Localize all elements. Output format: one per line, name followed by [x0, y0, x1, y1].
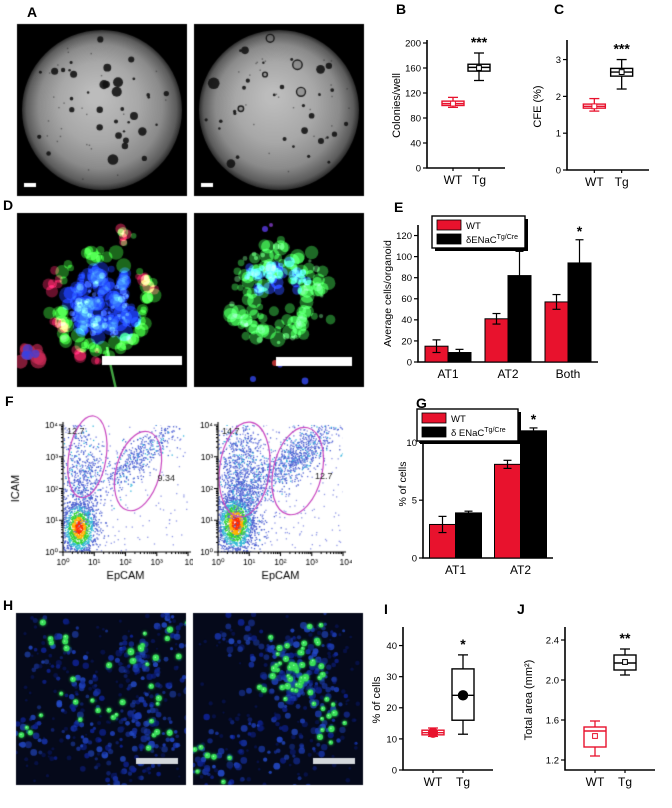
svg-text:Tg: Tg	[618, 775, 632, 789]
panel-i-percent-cells-box-plot: 0 10 20 30 40 % of cells WT Tg *	[372, 627, 493, 789]
svg-text:δENaCTg/Cre: δENaCTg/Cre	[466, 234, 518, 246]
svg-text:***: ***	[613, 41, 630, 57]
svg-text:Tg: Tg	[472, 173, 486, 187]
svg-text:AT1: AT1	[437, 367, 458, 381]
svg-text:120: 120	[396, 231, 412, 242]
svg-text:40: 40	[401, 315, 412, 326]
svg-text:160: 160	[405, 63, 421, 74]
panel-label-f: F	[5, 393, 14, 409]
svg-text:% of cells: % of cells	[372, 676, 383, 724]
svg-text:200: 200	[405, 38, 421, 49]
svg-text:Total area (mm²): Total area (mm²)	[523, 660, 535, 741]
panel-label-a: A	[27, 4, 38, 20]
svg-text:2: 2	[556, 92, 561, 103]
panel-label-e: E	[394, 199, 404, 215]
svg-text:0: 0	[407, 357, 412, 368]
svg-text:δ ENaCTg/Cre: δ ENaCTg/Cre	[451, 427, 506, 439]
svg-text:40: 40	[386, 641, 397, 652]
svg-text:40: 40	[410, 138, 421, 149]
panel-f-flow-cytometry-plot-tg	[190, 402, 352, 594]
svg-text:1: 1	[556, 129, 561, 140]
svg-text:80: 80	[410, 113, 421, 124]
svg-text:0: 0	[556, 165, 561, 176]
svg-text:5: 5	[412, 496, 417, 507]
panel-g-percent-cells-bar-chart: 0 5 10 % of cells AT1 AT2 * WT δ ENaCTg/Cre	[398, 408, 553, 577]
svg-text:10: 10	[406, 438, 417, 449]
panel-label-c: C	[554, 1, 565, 17]
panel-label-h: H	[3, 597, 14, 613]
svg-text:CFE (%): CFE (%)	[532, 85, 544, 127]
svg-text:30: 30	[386, 672, 397, 683]
svg-text:WT: WT	[466, 221, 481, 232]
svg-text:120: 120	[405, 88, 421, 99]
svg-text:Tg: Tg	[456, 775, 470, 789]
svg-text:Both: Both	[556, 367, 581, 381]
svg-text:20: 20	[386, 703, 397, 714]
svg-text:0: 0	[412, 553, 417, 564]
panel-f-flow-cytometry-plot-wt	[8, 402, 193, 594]
svg-text:% of cells: % of cells	[398, 462, 409, 507]
svg-text:***: ***	[471, 34, 488, 50]
svg-text:WT: WT	[444, 173, 463, 187]
svg-text:AT2: AT2	[510, 563, 531, 577]
svg-text:3: 3	[556, 55, 561, 66]
svg-text:WT: WT	[585, 175, 604, 189]
svg-text:100: 100	[396, 252, 412, 263]
svg-text:60: 60	[401, 294, 412, 305]
panel-label-j: J	[517, 601, 525, 617]
svg-text:WT: WT	[424, 775, 443, 789]
svg-text:**: **	[620, 630, 631, 646]
panel-label-b: B	[396, 1, 407, 17]
panel-h-lung-section-fluorescence-image	[15, 611, 367, 789]
svg-text:20: 20	[401, 336, 412, 347]
svg-text:10: 10	[386, 734, 397, 745]
panel-label-d: D	[3, 197, 14, 213]
svg-text:Average cells/organoid: Average cells/organoid	[382, 240, 394, 347]
svg-text:1.2: 1.2	[546, 755, 559, 766]
panel-b-colonies-box-plot: 0 40 80 120 160 200 Colonies/well WT Tg ***	[391, 34, 505, 187]
panel-label-i: I	[384, 601, 388, 617]
panel-label-g: G	[416, 395, 427, 411]
svg-text:1.6: 1.6	[546, 715, 559, 726]
svg-text:AT2: AT2	[497, 367, 518, 381]
svg-text:Colonies/well: Colonies/well	[391, 73, 403, 138]
svg-text:AT1: AT1	[445, 563, 466, 577]
panel-d-organoid-immunofluorescence-image	[15, 211, 367, 389]
panel-j-total-area-box-plot: 1.2 1.6 2.0 2.4 Total area (mm²) WT Tg **	[523, 627, 655, 789]
svg-text:2.0: 2.0	[546, 675, 559, 686]
panel-a-brightfield-wells-image	[15, 23, 367, 199]
svg-text:*: *	[531, 411, 537, 427]
svg-text:*: *	[460, 636, 466, 652]
svg-text:WT: WT	[451, 414, 466, 425]
svg-text:80: 80	[401, 273, 412, 284]
svg-text:0: 0	[416, 163, 421, 174]
panel-c-cfe-box-plot: 0 1 2 3 CFE (%) WT Tg ***	[532, 40, 649, 189]
svg-text:Tg: Tg	[615, 175, 629, 189]
svg-text:0: 0	[392, 765, 397, 776]
svg-text:2.4: 2.4	[546, 635, 559, 646]
svg-text:WT: WT	[586, 775, 605, 789]
svg-text:*: *	[577, 223, 583, 239]
